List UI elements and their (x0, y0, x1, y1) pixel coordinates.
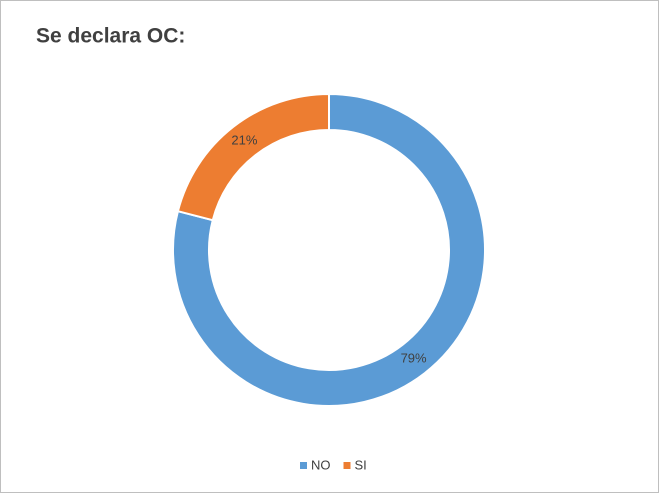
legend-swatch (300, 462, 307, 469)
donut-segment (176, 92, 330, 222)
legend-label: NO (311, 457, 331, 472)
data-label: 79% (401, 350, 427, 365)
legend-label: SI (355, 457, 367, 472)
chart-title: Se declara OC: (36, 25, 185, 48)
legend-swatch (343, 462, 351, 469)
donut-segment (172, 92, 486, 407)
data-label: 21% (231, 132, 257, 147)
